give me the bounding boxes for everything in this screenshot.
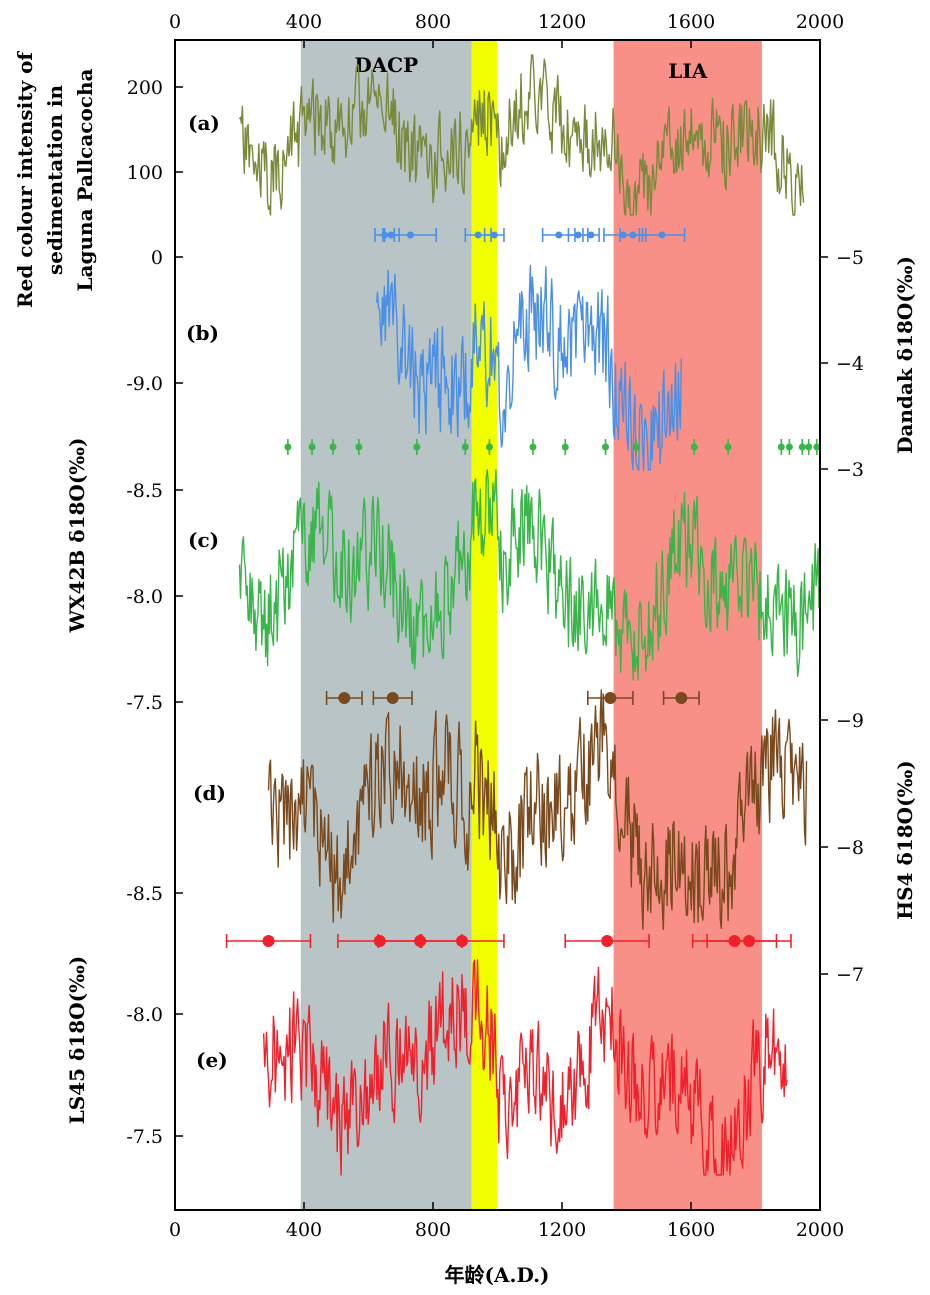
dating-point-c [284,443,292,451]
dating-point-c [602,443,610,451]
dating-point-b [555,231,563,239]
x-tick-label-bottom: 0 [169,1219,181,1241]
dating-point-c [798,443,806,451]
dating-point-c [413,443,421,451]
x-tick-label-top: 0 [169,11,181,33]
dating-point-b [490,231,498,239]
series-layer [225,54,821,1176]
series-line-e [263,959,788,1176]
panel-label-b: (b) [186,321,219,345]
series-line-a [238,54,805,216]
dating-point-c [529,443,537,451]
panel-label-d: (d) [193,781,226,805]
dating-point-b [587,231,595,239]
dating-point-b [474,231,482,239]
x-tick-label-bottom: 400 [286,1219,322,1241]
panel-label-a: (a) [188,111,220,135]
x-tick-label-top: 1600 [667,11,715,33]
x-axis-title: 年龄(A.D.) [445,1263,550,1287]
dacp-band [300,40,472,1210]
panel-a-axis-title-line1: Red colour intensity of [13,51,37,308]
dating-point-c [561,443,569,451]
dating-point-b [406,231,414,239]
x-tick-label-bottom: 2000 [796,1219,844,1241]
x-tick-label-top: 1200 [538,11,586,33]
y-tick-label-b: −3 [836,459,864,481]
dating-point-c [785,443,793,451]
y-tick-label-e: -8.5 [126,883,163,905]
x-axis: 0 0 400 400 800 800 1200 1200 1600 1600 2000 2000 [169,11,844,1241]
series-line-c [238,469,821,681]
dacp-label: DACP [354,53,418,77]
dating-point-e [456,935,469,947]
y-tick-label-d: −7 [836,964,864,986]
dating-point-c [690,443,698,451]
y-axes: 0 100 200 −5 −4 −3 -9.0 -8.5 -8.0 -7.5 −9 −8 −7 -8.5 -… [126,77,864,1148]
x-tick-label-top: 800 [415,11,451,33]
dating-point-e [262,935,275,947]
dating-point-c [485,443,493,451]
plot-frame [174,39,821,1211]
panel-e-axis-title: LS45 δ18O(‰) [65,956,89,1125]
panel-label-c: (c) [188,528,219,552]
y-tick-label-a: 200 [127,77,163,99]
y-tick-label-e: -8.0 [126,1004,163,1026]
dating-point-c [308,443,316,451]
x-tick-label-bottom: 1200 [538,1219,586,1241]
series-line-b [375,265,682,471]
x-tick-label-top: 400 [286,11,322,33]
dating-point-b [629,231,637,239]
y-tick-label-d: −8 [836,837,864,859]
y-tick-label-d: −9 [836,710,864,732]
y-tick-label-e: -7.5 [126,1126,163,1148]
panel-a-axis-title-line2: sedimentation in [43,85,67,275]
dating-point-c [813,443,821,451]
dating-point-d [386,692,399,704]
y-tick-label-c: -8.5 [126,480,163,502]
lia-label: LIA [668,59,707,83]
y-tick-label-c: -8.0 [126,586,163,608]
dating-point-d [338,692,351,704]
dating-point-c [461,443,469,451]
dating-point-c [355,443,363,451]
panel-d-axis-title: HS4 δ18O(‰) [893,760,917,919]
y-tick-label-c: -7.5 [126,692,163,714]
dating-point-e [743,935,756,947]
x-tick-label-top: 2000 [796,11,844,33]
y-tick-label-a: 0 [151,247,163,269]
x-tick-label-bottom: 800 [415,1219,451,1241]
panel-a-axis-title-line3: Laguna Pallcacocha [73,68,97,291]
y-tick-label-c: -9.0 [126,373,163,395]
dating-point-c [632,443,640,451]
y-tick-label-b: −5 [836,247,864,269]
y-tick-label-b: −4 [836,353,864,375]
dating-point-c [805,443,813,451]
y-tick-label-a: 100 [127,162,163,184]
dating-point-c [724,443,732,451]
panel-label-e: (e) [196,1048,228,1072]
dating-point-d [604,692,617,704]
x-tick-label-bottom: 1600 [667,1219,715,1241]
series-line-d [267,689,808,931]
panel-c-axis-title: WX42B δ18O(‰) [65,438,89,634]
dating-point-e [601,935,614,947]
dating-point-c [777,443,785,451]
dating-point-d [675,692,688,704]
panel-b-axis-title: Dandak δ18O(‰) [893,256,917,454]
dating-point-c [329,443,337,451]
dating-point-b [574,231,582,239]
dating-point-b [658,231,666,239]
